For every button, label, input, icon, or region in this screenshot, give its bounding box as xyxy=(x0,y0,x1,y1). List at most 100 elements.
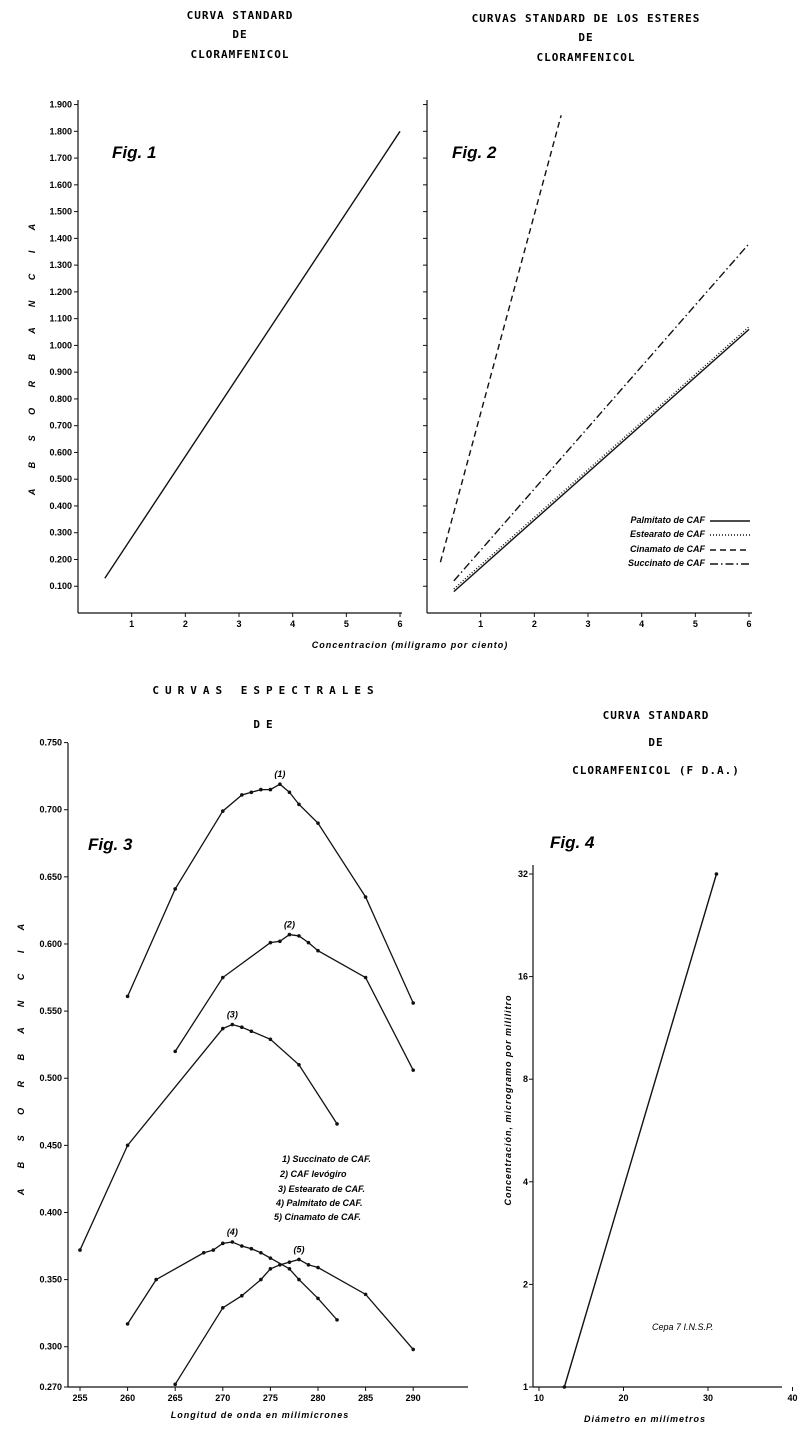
fig3-y-tick-label: 0.270 xyxy=(39,1382,62,1392)
fig3-series-4-point xyxy=(259,1250,263,1255)
fig3-x-tick-label: 260 xyxy=(120,1393,135,1403)
fig3-title-line-1: CURVAS ESPECTRALES xyxy=(152,684,379,697)
fig4-label: Fig. 4 xyxy=(550,833,595,852)
fig2-legend-entry-cinamato: Cinamato de CAF xyxy=(630,544,706,554)
fig3-series-5-point xyxy=(316,1265,320,1270)
fig3-series-1-point xyxy=(297,802,301,807)
fig3-legend-entry-2: 2) CAF levógiro xyxy=(279,1169,347,1179)
fig3-series-1-point xyxy=(268,787,273,792)
fig4-series-line xyxy=(563,873,718,1388)
fig3-x-tick-label: 265 xyxy=(168,1393,183,1403)
fig3-series-1-point xyxy=(287,790,292,795)
fig3-series-4-label: (4) xyxy=(227,1227,238,1237)
fig3-series-4-point xyxy=(249,1246,254,1251)
fig3-series-2-point xyxy=(268,940,273,945)
fig4-y-tick-label: 32 xyxy=(518,869,528,879)
fig1-y-tick-label: 1.600 xyxy=(49,180,72,190)
fig1-title: CURVA STANDARD DE CLORAMFENICOL xyxy=(187,9,293,61)
fig2-title: CURVAS STANDARD DE LOS ESTERES DE CLORAM… xyxy=(472,12,700,64)
fig3-series-3-point xyxy=(230,1022,235,1027)
fig3-series-1-point xyxy=(363,895,368,899)
fig3-series-3-label: (3) xyxy=(227,1010,238,1020)
fig3-x-tick-label: 290 xyxy=(406,1393,421,1403)
fig3-series-1-point xyxy=(278,782,282,787)
fig1-y-tick-label: 1.800 xyxy=(49,126,72,136)
fig1-x-tick-label: 5 xyxy=(344,619,349,629)
fig3-series-2-point xyxy=(297,934,301,938)
fig2-x-tick-label: 4 xyxy=(639,619,644,629)
fig3-x-tick-label: 270 xyxy=(215,1393,230,1403)
fig3-series-4-point xyxy=(240,1244,244,1248)
fig4-title-line-2: DE xyxy=(648,736,663,749)
fig3-series-5-point xyxy=(278,1263,282,1267)
fig3-series-3-point xyxy=(78,1248,82,1252)
fig3-series-3-point xyxy=(268,1037,273,1042)
fig4-plot: 1 2 4 8 16 32 10 20 30 40 xyxy=(518,865,798,1403)
fig3-x-tick-label: 285 xyxy=(358,1393,373,1403)
fig3-series-2-point xyxy=(173,1049,177,1054)
fig1-y-tick-label: 0.200 xyxy=(49,554,72,564)
fig1-2-x-axis-label: Concentracion (miligramo por ciento) xyxy=(312,640,509,650)
fig3-series-2-point xyxy=(278,939,282,944)
fig2-x-tick-label: 1 xyxy=(478,619,483,629)
fig3-legend: 1) Succinato de CAF. 2) CAF levógiro 3) … xyxy=(274,1154,371,1222)
fig3-series-5-point xyxy=(297,1257,301,1262)
fig4-y-axis-label: Concentración, microgramo por mililitro xyxy=(503,994,513,1205)
fig3-series-3-point xyxy=(249,1029,254,1034)
fig3-series-3-point xyxy=(221,1026,225,1031)
fig3-series-3-point xyxy=(240,1025,244,1030)
fig3-y-tick-label: 0.300 xyxy=(39,1342,62,1352)
fig1-y-axis-label: A B S O R B A N C I A xyxy=(27,215,37,496)
fig3-y-tick-label: 0.750 xyxy=(39,738,62,748)
fig3-series-4-point xyxy=(211,1248,216,1252)
fig3-series-2-point xyxy=(221,975,225,980)
fig2-series-palmitato xyxy=(453,328,750,593)
fig1-plot: 0.100 0.200 0.300 0.400 0.500 0.600 0.700 0.800… xyxy=(49,100,402,629)
fig1-x-tick-label: 4 xyxy=(290,619,295,629)
fig3-series-5-point xyxy=(259,1277,263,1282)
fig1-x-tick-label: 6 xyxy=(398,619,403,629)
fig3-legend-entry-3: 3) Estearato de CAF. xyxy=(278,1184,365,1194)
fig3-title-line-2: DE xyxy=(253,718,278,731)
fig2-series-cinamato xyxy=(439,115,562,563)
fig3-series-3-point xyxy=(297,1063,301,1067)
fig3-series-1-label: (1) xyxy=(274,769,285,779)
fig3-series-5-point xyxy=(363,1292,368,1297)
fig3-x-tick-label: 275 xyxy=(263,1393,278,1403)
fig4-y-tick-label: 1 xyxy=(523,1382,528,1392)
fig3-series-4-point xyxy=(154,1277,158,1282)
fig3-series-5-line xyxy=(174,1258,414,1385)
fig3-series-2-label: (2) xyxy=(284,920,295,930)
fig1-y-tick-label: 1.900 xyxy=(49,100,72,110)
fig4-series-point xyxy=(714,872,719,876)
fig3-series-5-point xyxy=(306,1263,311,1267)
fig3-series-5-point xyxy=(221,1305,225,1310)
fig3-series-3-point xyxy=(125,1143,130,1148)
fig3-series-5-point xyxy=(287,1260,292,1264)
fig2-plot: 1 2 3 4 5 6 xyxy=(423,100,752,629)
fig1-title-line-2: DE xyxy=(232,28,247,41)
fig1-y-tick-label: 0.900 xyxy=(49,367,72,377)
fig4-y-tick-label: 8 xyxy=(523,1074,528,1084)
fig4-x-axis-label: Diámetro en milímetros xyxy=(584,1414,706,1424)
fig1-y-tick-label: 0.100 xyxy=(49,581,72,591)
fig2-x-tick-label: 5 xyxy=(693,619,698,629)
fig3-title: CURVAS ESPECTRALES DE xyxy=(152,684,379,731)
fig3-series-1-point xyxy=(125,994,130,999)
fig1-x-tick-label: 3 xyxy=(237,619,242,629)
fig4-y-tick-label: 4 xyxy=(523,1177,528,1187)
fig3-y-tick-label: 0.450 xyxy=(39,1140,62,1150)
fig1-y-tick-label: 1.500 xyxy=(49,207,72,217)
fig4-title-line-1: CURVA STANDARD xyxy=(603,709,710,722)
fig3-series-5-label: (5) xyxy=(293,1244,304,1254)
fig3-series-4-line xyxy=(127,1241,338,1325)
fig4-x-tick-label: 20 xyxy=(618,1393,628,1403)
fig2-title-line-2: DE xyxy=(578,31,593,44)
fig4-title-line-3: CLORAMFENICOL (F D.A.) xyxy=(572,764,740,777)
fig3-series-2-line xyxy=(174,933,414,1071)
fig3-plot: 0.270 0.300 0.350 0.400 0.450 0.500 0.550 0.600… xyxy=(39,738,468,1403)
fig1-y-tick-label: 1.100 xyxy=(49,314,72,324)
fig4-x-tick-label: 10 xyxy=(534,1393,544,1403)
fig3-series-5-point xyxy=(173,1382,177,1387)
fig3-series-4-point xyxy=(201,1250,206,1255)
